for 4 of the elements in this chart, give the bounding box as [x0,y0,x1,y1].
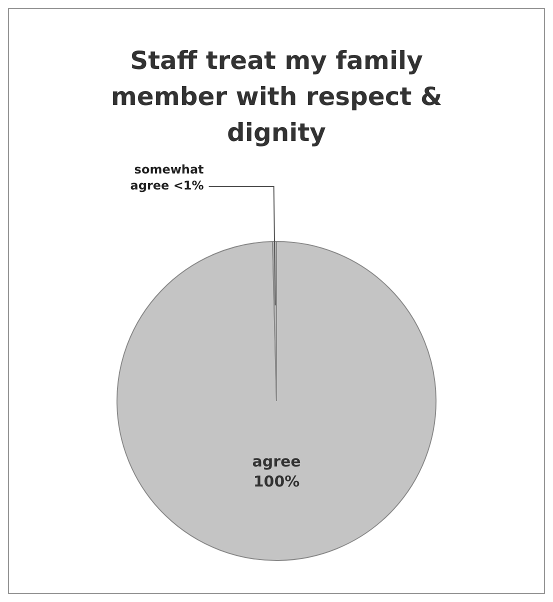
chart-title: Staff treat my family member with respect & dignity [110,45,444,149]
slice-label: somewhat agree <1% [130,162,204,193]
data-label: 100% [253,472,300,491]
slice-label: agree [252,452,301,471]
